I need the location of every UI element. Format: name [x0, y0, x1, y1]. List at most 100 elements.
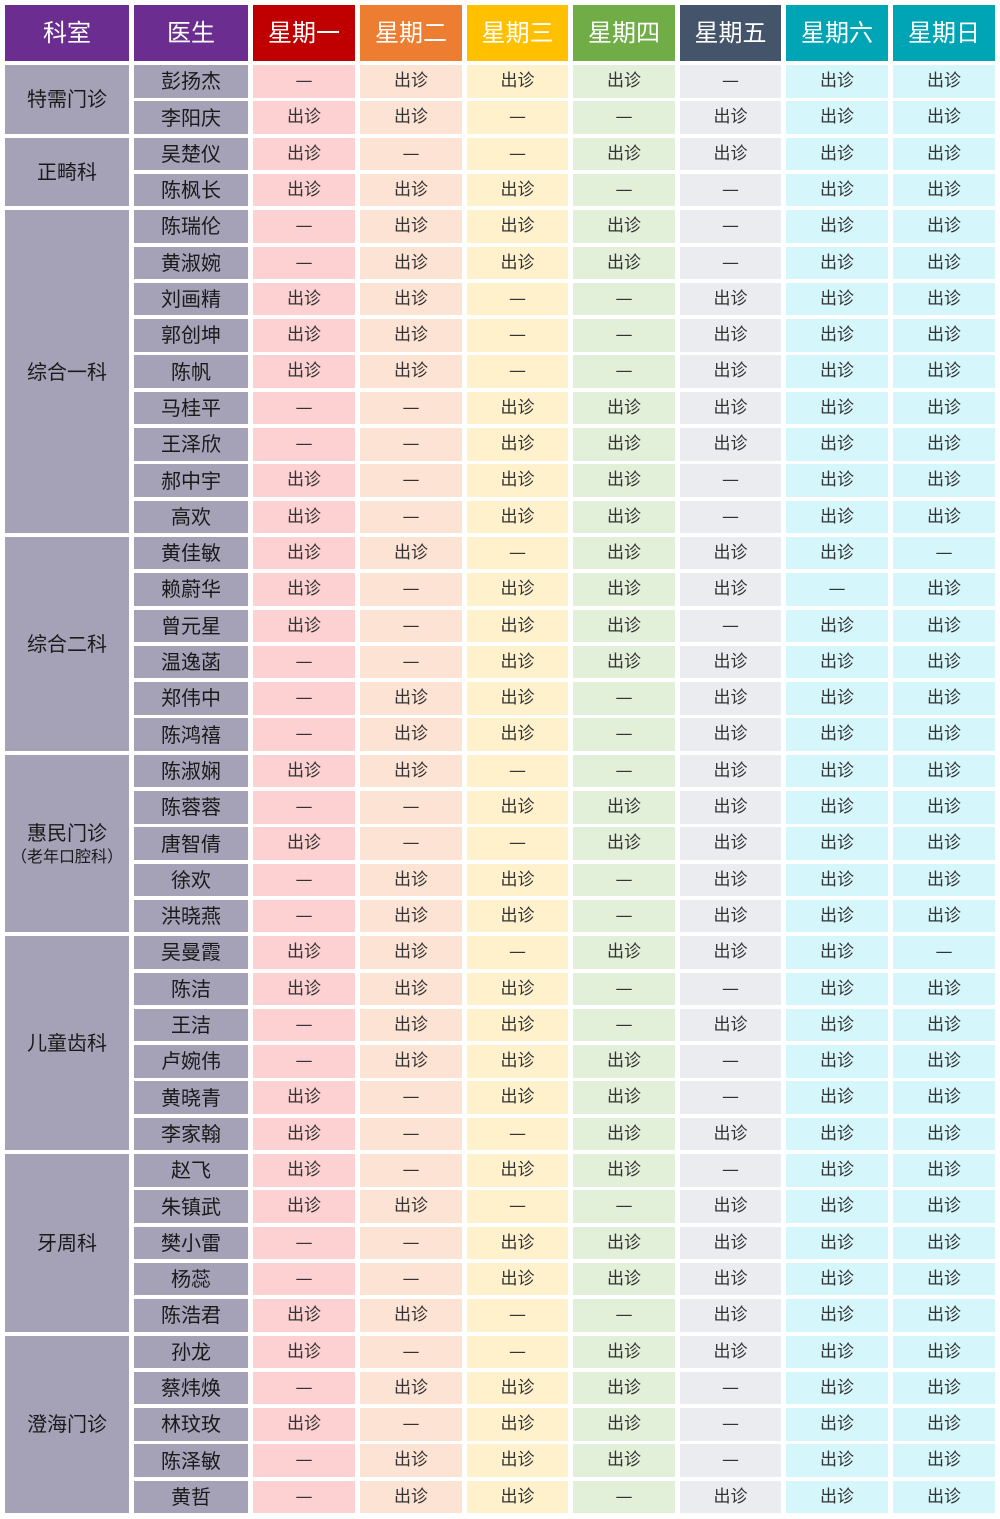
- schedule-cell: 出诊: [253, 1335, 355, 1368]
- doctor-name: 陈浩君: [134, 1299, 248, 1332]
- doctor-name: 蔡炜焕: [134, 1371, 248, 1405]
- schedule-cell: 出诊: [786, 1154, 888, 1187]
- schedule-cell: 出诊: [467, 464, 568, 497]
- schedule-cell: 出诊: [253, 1081, 355, 1114]
- schedule-cell: 出诊: [893, 319, 995, 352]
- schedule-cell: 出诊: [360, 1008, 462, 1042]
- schedule-cell: 出诊: [253, 827, 355, 860]
- schedule-cell: 出诊: [467, 391, 568, 425]
- schedule-cell: —: [573, 355, 675, 388]
- schedule-cell: 出诊: [786, 827, 888, 860]
- schedule-cell: 出诊: [467, 210, 568, 243]
- schedule-cell: 出诊: [786, 1190, 888, 1223]
- schedule-cell: 出诊: [253, 1190, 355, 1223]
- schedule-cell: 出诊: [786, 137, 888, 171]
- schedule-cell: 出诊: [893, 754, 995, 788]
- schedule-cell: 出诊: [893, 65, 995, 98]
- column-header: 星期四: [573, 5, 675, 61]
- doctor-name: 陈泽敏: [134, 1444, 248, 1477]
- schedule-cell: 出诊: [680, 645, 781, 679]
- department-name: 牙周科: [37, 1230, 97, 1255]
- schedule-cell: —: [680, 1444, 781, 1477]
- schedule-cell: 出诊: [786, 899, 888, 933]
- schedule-cell: 出诊: [360, 282, 462, 316]
- schedule-cell: 出诊: [893, 1480, 995, 1514]
- schedule-cell: —: [467, 1190, 568, 1223]
- schedule-cell: —: [360, 645, 462, 679]
- schedule-cell: 出诊: [467, 1262, 568, 1296]
- schedule-cell: 出诊: [360, 1299, 462, 1332]
- schedule-cell: 出诊: [360, 65, 462, 98]
- schedule-cell: 出诊: [467, 899, 568, 933]
- schedule-cell: 出诊: [893, 101, 995, 134]
- schedule-cell: 出诊: [680, 536, 781, 570]
- doctor-name: 朱镇武: [134, 1190, 248, 1223]
- schedule-cell: —: [467, 827, 568, 860]
- schedule-cell: —: [360, 1154, 462, 1187]
- schedule-cell: 出诊: [467, 1154, 568, 1187]
- doctor-name: 彭扬杰: [134, 65, 248, 98]
- schedule-cell: —: [253, 210, 355, 243]
- department-name: 综合一科: [27, 359, 107, 384]
- schedule-cell: 出诊: [467, 609, 568, 642]
- schedule-cell: 出诊: [893, 464, 995, 497]
- column-header: 星期日: [893, 5, 995, 61]
- schedule-cell: 出诊: [360, 1190, 462, 1223]
- doctor-name: 陈鸿禧: [134, 718, 248, 751]
- schedule-cell: 出诊: [893, 718, 995, 751]
- schedule-cell: 出诊: [893, 282, 995, 316]
- schedule-cell: 出诊: [893, 682, 995, 715]
- schedule-cell: 出诊: [786, 464, 888, 497]
- schedule-cell: —: [467, 536, 568, 570]
- schedule-cell: 出诊: [893, 1226, 995, 1260]
- schedule-cell: —: [253, 791, 355, 824]
- schedule-cell: 出诊: [786, 101, 888, 134]
- schedule-cell: —: [573, 282, 675, 316]
- schedule-cell: 出诊: [786, 173, 888, 207]
- schedule-cell: —: [253, 428, 355, 461]
- schedule-cell: 出诊: [893, 1335, 995, 1368]
- schedule-cell: —: [786, 573, 888, 606]
- doctor-name: 卢婉伟: [134, 1045, 248, 1078]
- schedule-cell: 出诊: [253, 464, 355, 497]
- schedule-cell: —: [253, 1008, 355, 1042]
- doctor-name: 陈帆: [134, 355, 248, 388]
- schedule-cell: 出诊: [573, 573, 675, 606]
- schedule-cell: 出诊: [893, 428, 995, 461]
- schedule-cell: —: [680, 972, 781, 1005]
- schedule-cell: —: [253, 1226, 355, 1260]
- schedule-cell: 出诊: [253, 355, 355, 388]
- schedule-cell: 出诊: [680, 936, 781, 969]
- schedule-cell: —: [253, 899, 355, 933]
- schedule-cell: —: [573, 754, 675, 788]
- schedule-cell: 出诊: [573, 210, 675, 243]
- schedule-cell: 出诊: [680, 899, 781, 933]
- schedule-cell: 出诊: [467, 1480, 568, 1514]
- schedule-cell: 出诊: [786, 1371, 888, 1405]
- schedule-cell: 出诊: [786, 1045, 888, 1078]
- doctor-name: 吴曼霞: [134, 936, 248, 969]
- schedule-cell: 出诊: [253, 536, 355, 570]
- column-header: 星期六: [786, 5, 888, 61]
- department-cell: 澄海门诊: [5, 1335, 129, 1514]
- schedule-cell: 出诊: [573, 1154, 675, 1187]
- schedule-cell: 出诊: [573, 536, 675, 570]
- schedule-cell: —: [360, 573, 462, 606]
- schedule-cell: 出诊: [467, 65, 568, 98]
- schedule-cell: —: [360, 464, 462, 497]
- schedule-cell: 出诊: [786, 754, 888, 788]
- schedule-cell: —: [253, 645, 355, 679]
- schedule-cell: 出诊: [253, 319, 355, 352]
- schedule-cell: 出诊: [573, 65, 675, 98]
- doctor-name: 赖蔚华: [134, 573, 248, 606]
- schedule-cell: 出诊: [573, 936, 675, 969]
- doctor-name: 林玟玫: [134, 1408, 248, 1441]
- schedule-cell: 出诊: [360, 536, 462, 570]
- schedule-cell: 出诊: [467, 718, 568, 751]
- schedule-cell: —: [467, 936, 568, 969]
- doctor-name: 樊小雷: [134, 1226, 248, 1260]
- schedule-cell: —: [680, 173, 781, 207]
- doctor-name: 曾元星: [134, 609, 248, 642]
- department-name: 儿童齿科: [27, 1031, 107, 1056]
